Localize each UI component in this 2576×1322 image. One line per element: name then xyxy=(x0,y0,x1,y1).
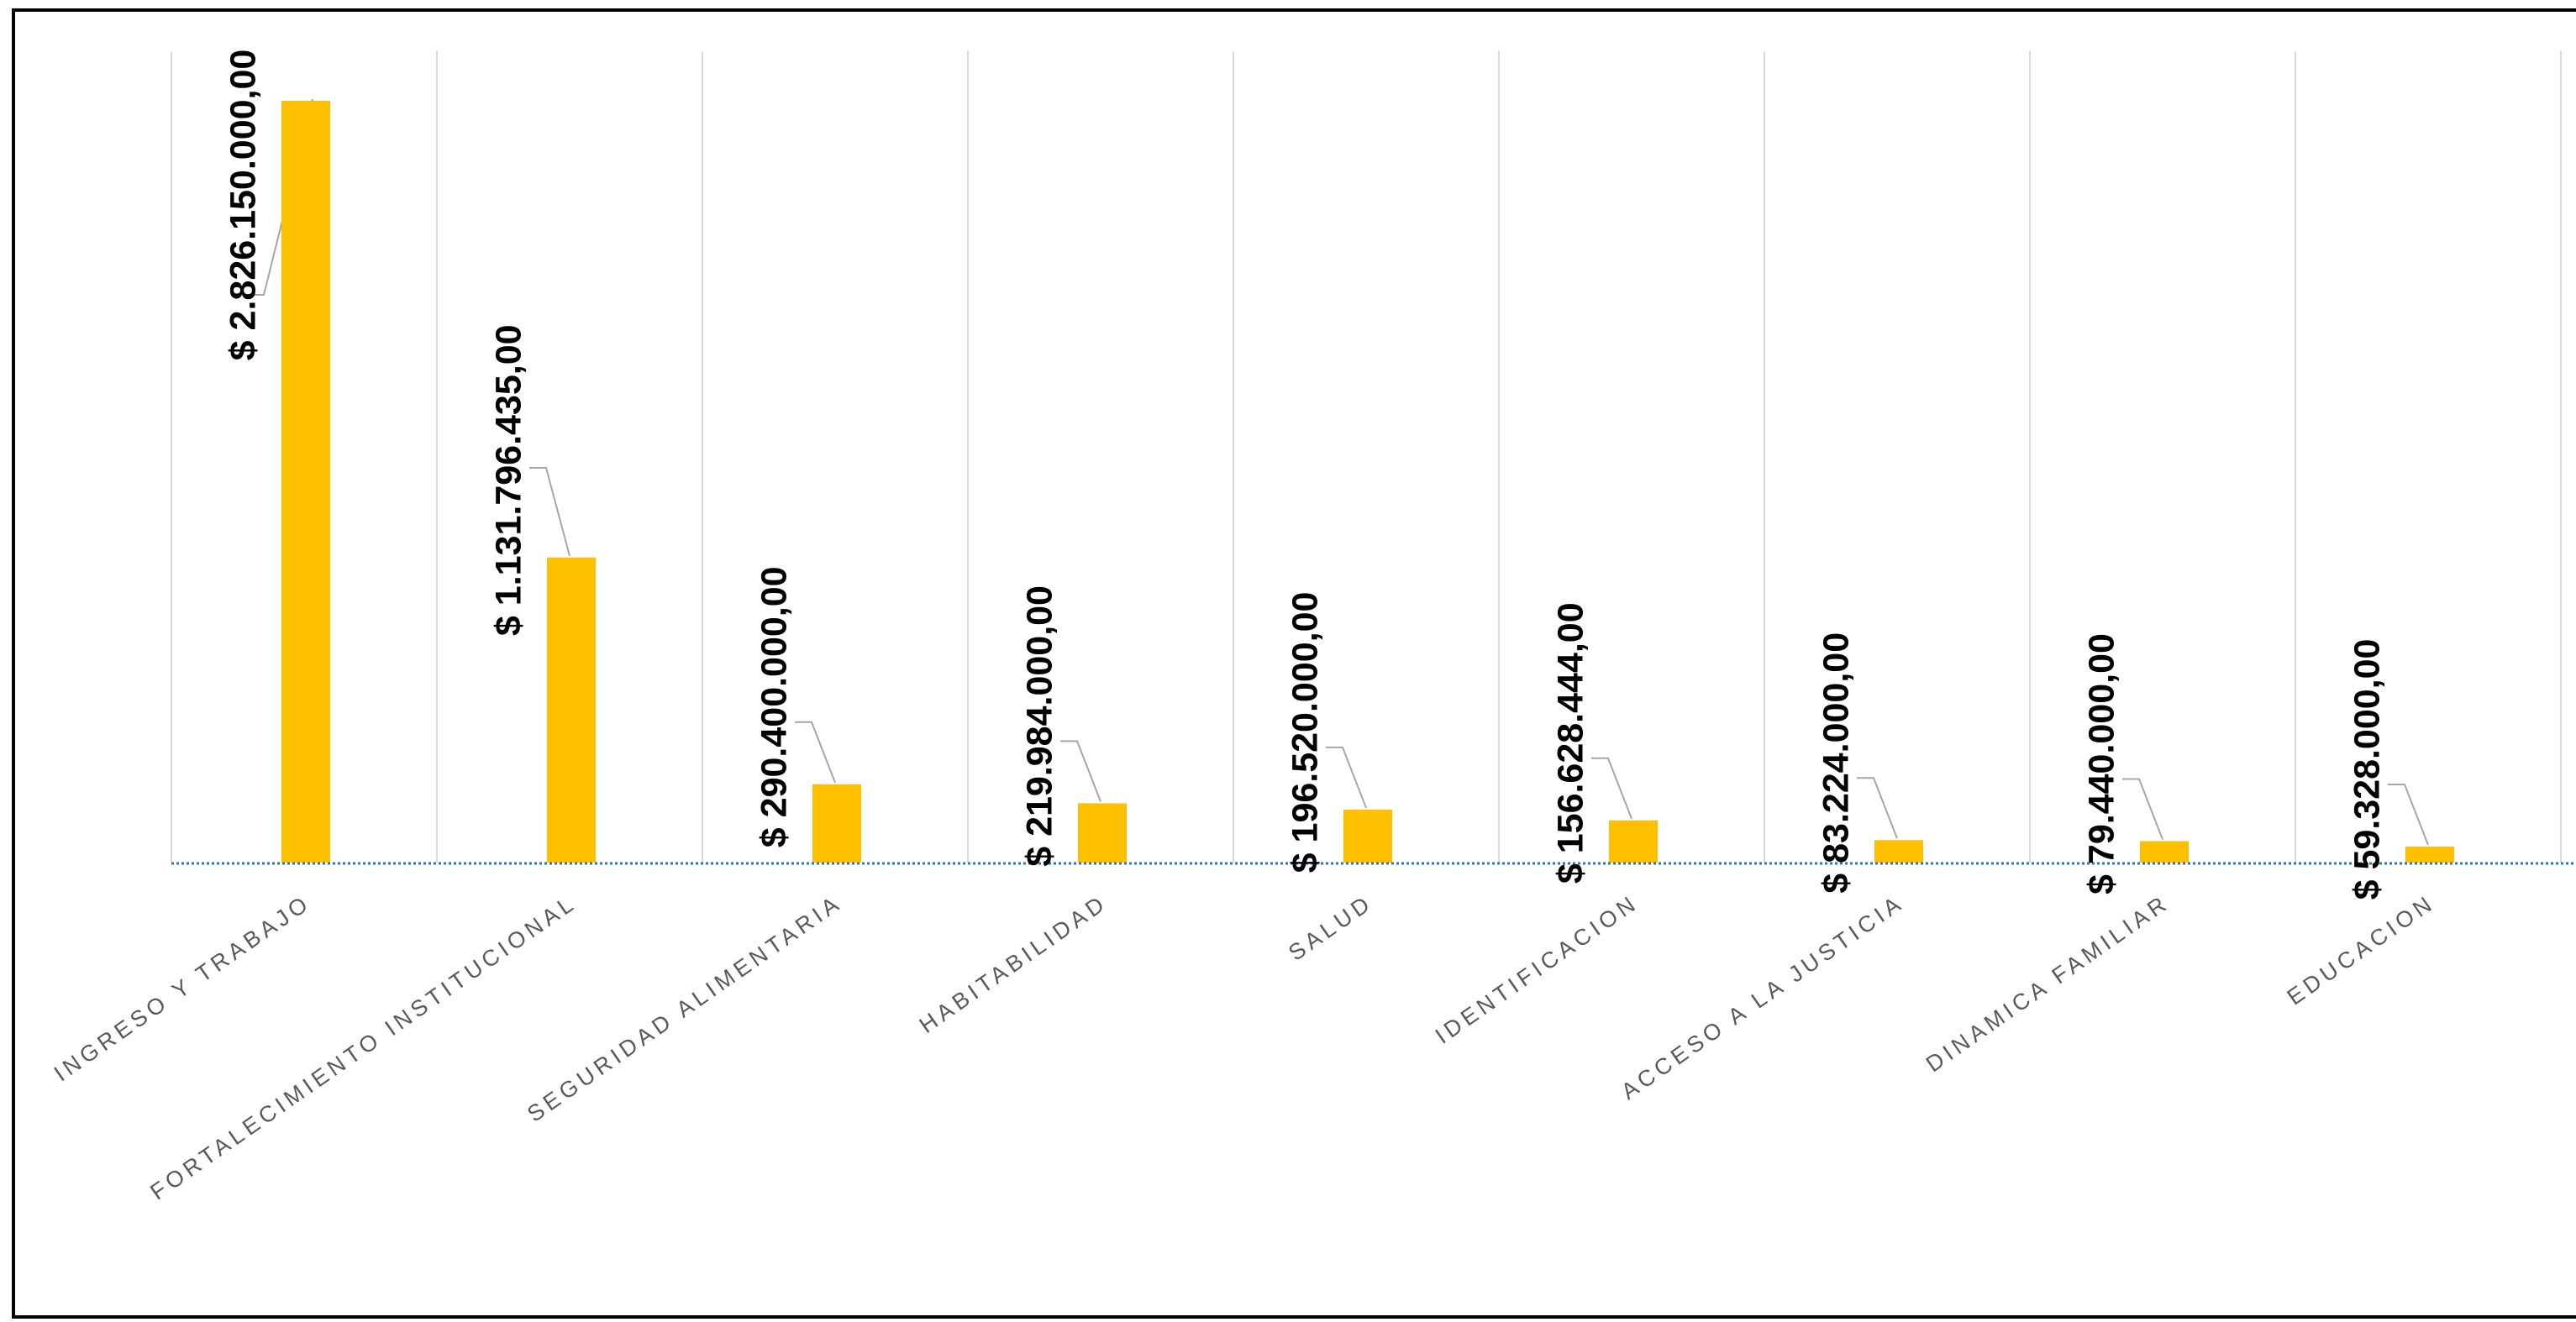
value-label: $ 83.224.000,00 xyxy=(1816,632,1856,894)
category-label: SALUD xyxy=(1284,889,1377,966)
leader-line xyxy=(2122,778,2163,840)
chart-frame: $ 2.826.150.000,00 $ 1.131.796.435,00 $ 29… xyxy=(12,8,2576,1319)
bar xyxy=(1078,803,1127,863)
category-label: FORTALECIMIENTO INSTITUCIONAL xyxy=(145,889,581,1204)
bar xyxy=(1609,820,1658,863)
category-label: IDENTIFICACION xyxy=(1431,889,1643,1048)
value-label: $ 59.328.000,00 xyxy=(2347,639,2387,900)
bar xyxy=(281,101,330,863)
leader-line xyxy=(1857,777,1898,839)
leader-line xyxy=(1060,740,1101,802)
category-label: ACCESO A LA JUSTICIA xyxy=(1617,889,1908,1104)
bar xyxy=(1874,840,1923,863)
bar xyxy=(812,784,861,863)
leader-line xyxy=(529,467,570,557)
value-label: $ 79.440.000,00 xyxy=(2081,633,2121,894)
category-label: EDUCACION xyxy=(2283,889,2440,1010)
bar xyxy=(547,557,596,863)
bar xyxy=(2405,846,2454,863)
value-label: $ 156.628.444,00 xyxy=(1550,602,1590,884)
category-label: SEGURIDAD ALIMENTARIA xyxy=(523,889,846,1126)
category-label: HABITABILIDAD xyxy=(915,889,1112,1038)
category-label: INGRESO Y TRABAJO xyxy=(50,889,316,1086)
leader-line xyxy=(1591,757,1632,820)
bar xyxy=(1343,809,1392,863)
leader-line xyxy=(795,721,836,784)
value-label: $ 2.826.150.000,00 xyxy=(223,50,263,361)
value-label: $ 219.984.000,00 xyxy=(1019,585,1059,867)
bar-chart: $ 2.826.150.000,00 $ 1.131.796.435,00 $ 29… xyxy=(50,50,2576,1205)
value-label: $ 290.400.000,00 xyxy=(754,566,794,847)
value-labels: $ 2.826.150.000,00 $ 1.131.796.435,00 $ 29… xyxy=(223,50,2387,900)
leader-lines xyxy=(244,98,2429,846)
leader-line xyxy=(1326,746,1367,809)
value-label: $ 1.131.796.435,00 xyxy=(488,324,528,636)
category-label: DINAMICA FAMILIAR xyxy=(1921,889,2174,1077)
leader-line xyxy=(2388,783,2429,846)
bar xyxy=(2140,841,2189,863)
gridlines xyxy=(171,51,2562,863)
value-label: $ 196.520.000,00 xyxy=(1285,592,1325,873)
bars xyxy=(281,101,2454,863)
